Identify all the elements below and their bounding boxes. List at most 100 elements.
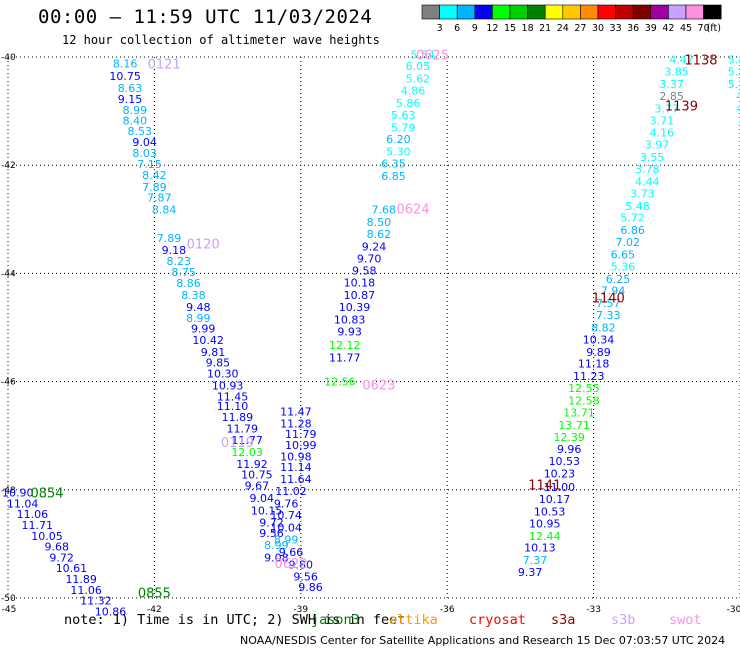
wave-height-value: 8.03 bbox=[132, 147, 157, 160]
wave-height-value: 5.62 bbox=[406, 73, 431, 86]
wave-height-value: 5.14 bbox=[728, 78, 740, 91]
note-text: note: 1) Time is in UTC; 2) SWH is in fe… bbox=[64, 612, 406, 628]
wave-height-value: 10.05 bbox=[31, 530, 63, 543]
legend-swatch bbox=[703, 4, 722, 20]
wave-height-value: 8.86 bbox=[176, 277, 201, 290]
wave-height-value: 5.39 bbox=[728, 66, 740, 79]
wave-height-value: 11.04 bbox=[7, 497, 39, 510]
wave-height-value: 12.03 bbox=[231, 446, 263, 459]
pass-time-label: 0625 bbox=[416, 48, 449, 63]
wave-height-value: 9.86 bbox=[298, 581, 323, 594]
y-tick-label: -50 bbox=[1, 594, 16, 604]
wave-height-value: 2.85 bbox=[659, 90, 684, 103]
wave-height-value: 10.18 bbox=[344, 277, 376, 290]
wave-height-value: 12.58 bbox=[568, 395, 600, 408]
wave-height-value: 8.63 bbox=[118, 82, 143, 95]
wave-height-value: 8.62 bbox=[367, 228, 392, 241]
x-tick-label: -42 bbox=[147, 605, 162, 615]
wave-height-value: 7.57 bbox=[596, 297, 621, 310]
wave-height-value: 8.99 bbox=[186, 312, 211, 325]
wave-height-value: 9.72 bbox=[49, 551, 74, 564]
wave-height-value: 9.70 bbox=[357, 252, 382, 265]
wave-height-value: 6.05 bbox=[406, 60, 431, 73]
y-tick-label: -48 bbox=[1, 486, 16, 496]
wave-height-value: 10.13 bbox=[524, 542, 556, 555]
pass-time-label: 0855 bbox=[138, 587, 171, 602]
legend-level: 18 bbox=[522, 23, 534, 34]
wave-height-value: 5.72 bbox=[620, 212, 645, 225]
wave-height-value: 7.15 bbox=[137, 158, 162, 171]
wave-height-value: 6.35 bbox=[381, 158, 406, 171]
wave-height-value: 8.38 bbox=[181, 289, 206, 302]
wave-height-value: 11.32 bbox=[80, 595, 112, 608]
wave-height-value: 10.93 bbox=[212, 379, 244, 392]
wave-height-value: 9.58 bbox=[352, 265, 377, 278]
wave-height-value: 11.00 bbox=[544, 481, 576, 494]
wave-height-value: 9.15 bbox=[118, 93, 143, 106]
y-tick-label: -40 bbox=[1, 53, 16, 63]
wave-height-value: 3.55 bbox=[640, 151, 665, 164]
pass-time-label: 1139 bbox=[665, 100, 698, 115]
sat-label-cryosat: cryosat bbox=[469, 612, 526, 628]
wave-height-value: 6.86 bbox=[620, 224, 645, 237]
wave-height-value: 10.98 bbox=[280, 450, 312, 463]
wave-height-value: 12.44 bbox=[529, 530, 561, 543]
wave-height-value: 11.45 bbox=[217, 391, 249, 404]
wave-height-value: 3.78 bbox=[635, 163, 660, 176]
wave-height-value: 11.23 bbox=[573, 370, 605, 383]
wave-height-value: 7.33 bbox=[596, 309, 621, 322]
wave-height-value: 6.20 bbox=[386, 133, 411, 146]
wave-height-value: 10.87 bbox=[344, 289, 376, 302]
legend-level: 6 bbox=[454, 23, 460, 34]
wave-height-value: 12.12 bbox=[329, 339, 361, 352]
footer-credit: NOAA/NESDIS Center for Satellite Applica… bbox=[240, 634, 726, 647]
pass-time-label: 1138 bbox=[684, 54, 717, 69]
wave-height-value: 9.66 bbox=[279, 546, 304, 559]
wave-height-value: 12.56 bbox=[324, 376, 356, 389]
wave-height-value: 3.73 bbox=[630, 187, 655, 200]
wave-height-value: 9.56 bbox=[259, 527, 284, 540]
x-tick-label: -30 bbox=[727, 605, 740, 615]
wave-height-value: 11.89 bbox=[222, 411, 254, 424]
wave-height-value: 9.85 bbox=[206, 357, 231, 370]
page-title: 00:00 – 11:59 UTC 11/03/2024 bbox=[38, 6, 373, 28]
pass-time-label: 1140 bbox=[592, 292, 625, 307]
legend-level: 70 bbox=[698, 23, 710, 34]
wave-height-value: 6.25 bbox=[606, 273, 631, 286]
pass-time-label: 0623 bbox=[362, 378, 395, 393]
wave-height-value: 8.84 bbox=[152, 204, 177, 217]
wave-height-value: 3.97 bbox=[645, 139, 670, 152]
wave-height-value: 3.71 bbox=[650, 114, 675, 127]
wave-height-value: 5.36 bbox=[611, 260, 636, 273]
wave-height-value: 8.75 bbox=[171, 266, 196, 279]
legend-level: 21 bbox=[539, 23, 551, 34]
x-tick-label: -39 bbox=[293, 605, 308, 615]
wave-height-value: 8.16 bbox=[113, 57, 138, 70]
wave-height-value: 10.99 bbox=[285, 439, 317, 452]
wave-height-value: 8.40 bbox=[123, 114, 148, 127]
wave-height-value: 9.89 bbox=[586, 346, 611, 359]
wave-height-value: 10.34 bbox=[583, 333, 615, 346]
legend-level: 42 bbox=[662, 23, 674, 34]
wave-height-value: 10.15 bbox=[251, 504, 283, 517]
wave-height-value: 9.04 bbox=[250, 492, 275, 505]
pass-time-label: 0121 bbox=[148, 57, 181, 72]
wave-height-value: 9.37 bbox=[518, 566, 543, 579]
sat-label-s3b: s3b bbox=[611, 612, 636, 628]
legend-level: 30 bbox=[592, 23, 604, 34]
wave-height-value: 8.82 bbox=[591, 322, 616, 335]
y-tick-label: -44 bbox=[1, 269, 16, 279]
wave-height-value: 5.86 bbox=[396, 97, 421, 110]
wave-height-value: 6.85 bbox=[381, 170, 406, 183]
legend-level: 15 bbox=[504, 23, 516, 34]
wave-height-value: 4.6 bbox=[736, 90, 740, 103]
wave-height-value: 10.30 bbox=[207, 367, 239, 380]
wave-height-value: 10.90 bbox=[2, 487, 34, 500]
legend-unit: (ft) bbox=[707, 23, 721, 34]
wave-height-value: 11.71 bbox=[22, 519, 54, 532]
wave-height-value: 10.75 bbox=[241, 469, 273, 482]
wave-height-value: 11.79 bbox=[285, 428, 317, 441]
wave-height-value: 10.95 bbox=[529, 517, 561, 530]
wave-height-value: 11.79 bbox=[226, 423, 258, 436]
color-legend: 3 6 9 12 15 18 21 24 27 30 33 36 39 42 45 70(ft) bbox=[421, 4, 722, 34]
